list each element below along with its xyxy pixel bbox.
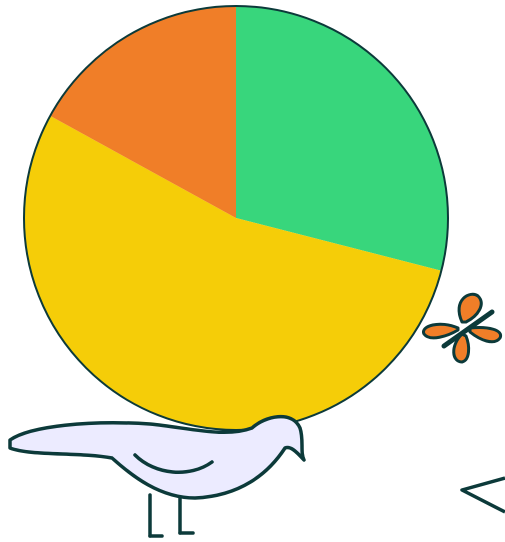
edge-shape — [460, 476, 505, 514]
pie — [23, 5, 449, 431]
pie-slice — [24, 115, 442, 430]
butterfly — [422, 292, 503, 364]
pie-slice — [236, 6, 448, 271]
bird — [8, 414, 306, 538]
